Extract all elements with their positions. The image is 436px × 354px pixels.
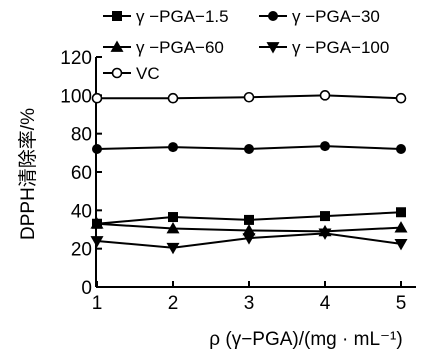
y-tick-label: 100 — [60, 86, 92, 107]
data-point — [90, 217, 104, 229]
data-point — [244, 144, 254, 154]
data-point — [242, 223, 256, 236]
data-point — [90, 236, 104, 248]
data-point — [168, 142, 178, 153]
data-point — [394, 221, 408, 233]
legend-marker — [268, 11, 278, 21]
data-point — [394, 239, 408, 251]
data-point — [167, 92, 179, 104]
legend-marker — [111, 67, 123, 79]
data-point — [396, 207, 406, 218]
y-tick-label: 0 — [81, 278, 92, 299]
x-tick-label: 2 — [168, 293, 179, 314]
y-tick-label: 120 — [60, 48, 92, 69]
data-point — [91, 92, 103, 104]
data-point — [168, 212, 178, 223]
x-tick-label: 4 — [320, 293, 331, 314]
x-tick-label: 5 — [396, 293, 407, 314]
y-axis-label: DPPH清除率/% — [17, 108, 39, 240]
data-point — [243, 91, 255, 103]
data-point — [396, 144, 406, 154]
legend-item: γ −PGA−60 — [103, 38, 224, 57]
series-5 — [91, 90, 407, 104]
x-tick-label: 1 — [92, 293, 103, 314]
data-point — [244, 214, 254, 225]
legend-item: γ −PGA−1.5 — [103, 7, 229, 26]
series-layer — [90, 90, 408, 255]
series-4 — [90, 228, 408, 255]
legend-label: γ −PGA−60 — [136, 38, 224, 57]
y-tick-label: 20 — [71, 240, 92, 261]
x-tick-label: 3 — [244, 293, 255, 314]
legend-marker — [110, 40, 124, 52]
y-tick-label: 60 — [71, 163, 92, 184]
y-tick-label: 80 — [71, 125, 92, 146]
legend-label: γ −PGA−30 — [292, 7, 380, 26]
legend-label: γ −PGA−1.5 — [136, 7, 229, 26]
legend-marker — [266, 42, 280, 54]
legend-item: γ −PGA−30 — [259, 7, 380, 26]
data-point — [242, 233, 256, 245]
x-axis-label: ρ (γ−PGA)/(mg · mL⁻¹) — [209, 329, 402, 350]
y-tick-label: 40 — [71, 201, 92, 222]
legend-label: VC — [136, 64, 160, 83]
data-point — [92, 144, 102, 154]
legend: γ −PGA−1.5 γ −PGA−30 γ −PGA−60 γ −PGA−100 VC — [103, 7, 389, 83]
plot-area: 0 20 40 60 80 100 120 1 2 3 4 5 — [60, 48, 416, 314]
tick-marks: 0 20 40 60 80 100 120 1 2 3 4 5 — [60, 48, 406, 314]
legend-item: γ −PGA−100 — [259, 38, 389, 57]
data-point — [320, 211, 330, 222]
data-point — [166, 242, 180, 255]
legend-marker — [112, 11, 122, 21]
axes — [95, 57, 416, 288]
data-point — [320, 141, 330, 152]
data-point — [395, 92, 407, 104]
legend-item: VC — [103, 64, 160, 83]
data-point — [318, 228, 332, 240]
legend-label: γ −PGA−100 — [292, 38, 389, 57]
data-point — [319, 90, 331, 101]
data-point — [166, 222, 180, 234]
series-2 — [92, 141, 406, 154]
